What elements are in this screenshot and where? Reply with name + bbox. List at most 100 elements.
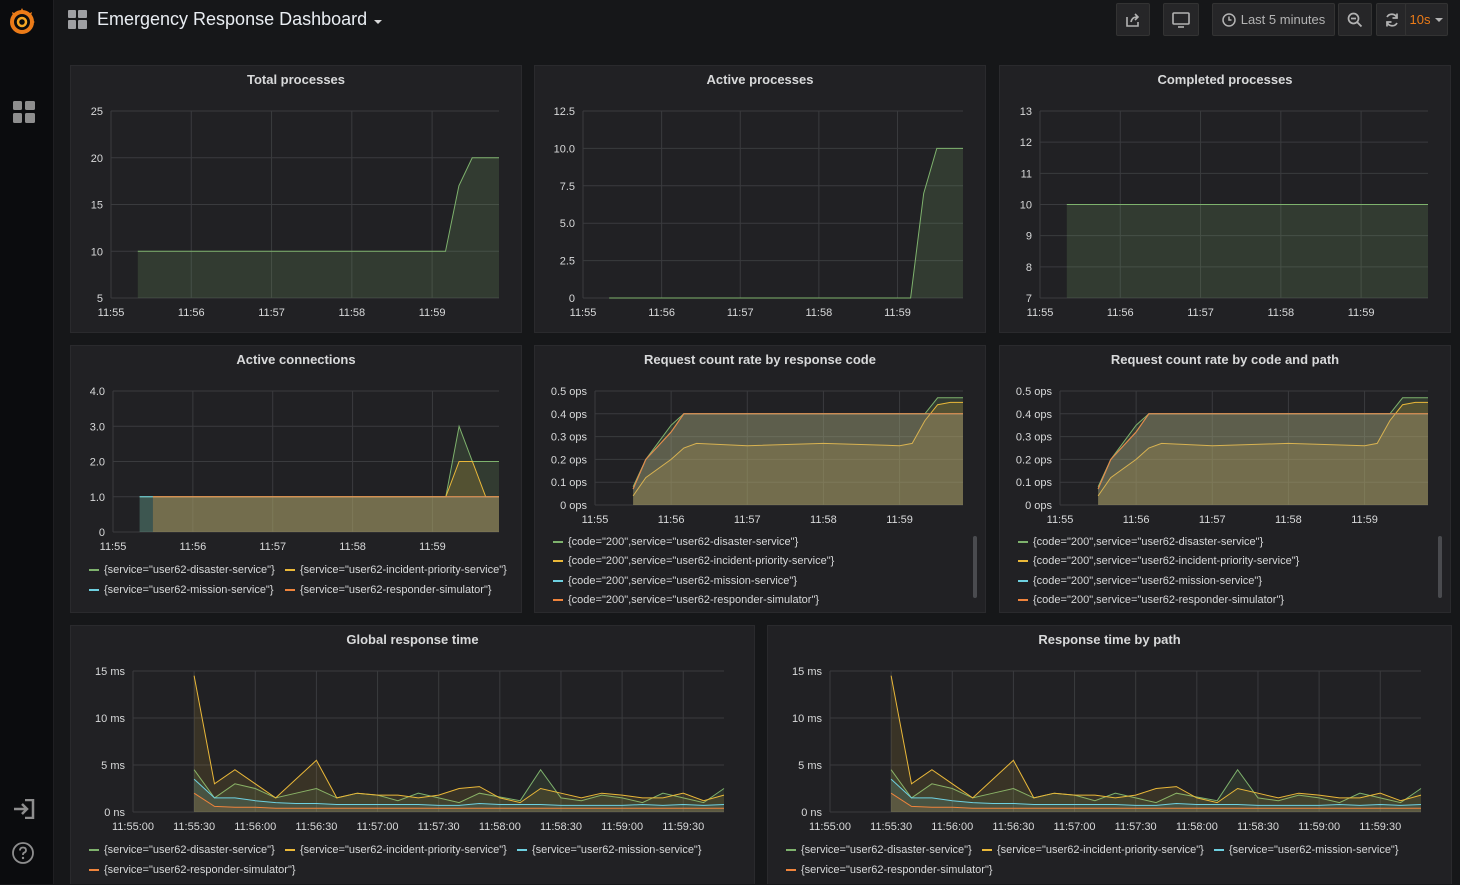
panel-total-processes: Total processes 5 10 15 20 25 11:55 11:56 11:57… (70, 65, 522, 333)
graph-global-response-time[interactable]: 0 ns 5 ms 10 ms 15 ms 11:55:00 11:55:30 11:56:… (71, 626, 756, 885)
x-tick-label: 11:58 (806, 307, 833, 319)
legend-item[interactable]: {code="200",service="user62-incident-pri… (553, 555, 834, 567)
panel-title[interactable]: Completed processes (1157, 72, 1293, 87)
x-tick-label: 11:55:00 (112, 821, 154, 833)
help-icon[interactable] (12, 842, 34, 864)
graph-legend[interactable]: {code="200",service="user62-disaster-ser… (535, 534, 975, 608)
y-tick-label: 5 (97, 293, 103, 305)
dashboards-grid-icon[interactable] (13, 101, 35, 123)
legend-scrollbar[interactable] (1438, 536, 1442, 598)
time-range-picker[interactable]: Last 5 minutes (1212, 3, 1335, 36)
legend-item[interactable]: {code="200",service="user62-responder-si… (553, 594, 819, 606)
legend-swatch (1214, 849, 1224, 851)
series-area (194, 675, 725, 812)
legend-item[interactable]: {service="user62-responder-simulator"} (786, 864, 993, 876)
x-tick-label: 11:58:00 (479, 821, 521, 833)
x-tick-label: 11:56 (1123, 514, 1150, 526)
graph-legend: {service="user62-disaster-service"} {ser… (71, 346, 523, 614)
x-tick-label: 11:55 (1047, 514, 1074, 526)
legend-item[interactable]: {service="user62-responder-simulator"} (89, 864, 296, 876)
panel-request-rate-by-path: Request count rate by code and path 0 op… (999, 345, 1451, 613)
zoom-out-button[interactable] (1338, 3, 1372, 36)
x-tick-label: 11:57:30 (1115, 821, 1157, 833)
x-tick-label: 11:55 (98, 307, 125, 319)
dashboard-picker[interactable]: Emergency Response Dashboard (68, 9, 383, 30)
y-tick-label: 1.0 (90, 492, 105, 504)
panel-title[interactable]: Request count rate by response code (644, 352, 876, 367)
panel-title[interactable]: Request count rate by code and path (1110, 352, 1340, 367)
legend-item[interactable]: {service="user62-incident-priority-servi… (285, 564, 507, 576)
x-tick-label: 11:56:30 (295, 821, 337, 833)
dashboards-grid-icon (68, 10, 87, 29)
share-button[interactable] (1116, 3, 1150, 36)
y-tick-label: 12 (1020, 137, 1032, 149)
panel-title[interactable]: Response time by path (1038, 632, 1181, 647)
graph-legend[interactable]: {code="200",service="user62-disaster-ser… (1000, 534, 1440, 608)
x-tick-label: 11:55 (582, 514, 609, 526)
legend-item[interactable]: {code="200",service="user62-incident-pri… (1018, 555, 1299, 567)
x-tick-label: 11:58:00 (1176, 821, 1218, 833)
graph-request-rate-by-code[interactable]: 0 ops 0.1 ops 0.2 ops 0.3 ops 0.4 ops 0.5 ops… (535, 346, 987, 614)
legend-item[interactable]: {service="user62-incident-priority-servi… (982, 844, 1204, 856)
graph-request-rate-by-path[interactable]: 0 ops 0.1 ops 0.2 ops 0.3 ops 0.4 ops 0.5 ops… (1000, 346, 1452, 614)
legend-item[interactable]: {service="user62-mission-service"} (1214, 844, 1399, 856)
page-title: Emergency Response Dashboard (97, 9, 368, 29)
legend-item[interactable]: {code="200",service="user62-disaster-ser… (1018, 536, 1263, 548)
legend-swatch (553, 599, 563, 601)
sign-in-icon[interactable] (13, 799, 35, 819)
y-tick-label: 0.1 ops (1016, 477, 1053, 489)
x-tick-label: 11:55:30 (870, 821, 912, 833)
panel-title[interactable]: Active connections (236, 352, 356, 367)
graph-active-connections[interactable]: 0 1.0 2.0 3.0 4.0 11:55 11:56 11:57 11:58 11:59 (71, 346, 523, 614)
x-tick-label: 11:56:00 (931, 821, 973, 833)
y-tick-label: 0 (569, 293, 575, 305)
legend-swatch (1018, 580, 1028, 582)
y-tick-label: 0.1 ops (551, 477, 588, 489)
legend-item[interactable]: {code="200",service="user62-disaster-ser… (553, 536, 798, 548)
legend-item[interactable]: {service="user62-incident-priority-servi… (285, 844, 507, 856)
legend-item[interactable]: {service="user62-disaster-service"} (89, 844, 275, 856)
series-area (1066, 204, 1428, 298)
graph-response-time-by-path[interactable]: 0 ns 5 ms 10 ms 15 ms 11:55:00 11:55:30 11:56:… (768, 626, 1453, 885)
y-tick-label: 3.0 (90, 421, 105, 433)
x-tick-label: 11:56 (1107, 307, 1134, 319)
series-area (891, 675, 1421, 812)
y-tick-label: 0.2 ops (551, 454, 588, 466)
y-tick-label: 5 ms (798, 760, 822, 772)
legend-swatch (786, 849, 796, 851)
legend-item[interactable]: {service="user62-mission-service"} (517, 844, 702, 856)
legend-swatch (89, 869, 99, 871)
graph-active-processes[interactable]: 0 2.5 5.0 7.5 10.0 12.5 11:55 11:56 11:57 11:58 11… (535, 66, 987, 334)
panel-title[interactable]: Global response time (346, 632, 479, 647)
share-icon (1126, 12, 1140, 27)
tv-mode-button[interactable] (1163, 3, 1199, 36)
y-tick-label: 10 ms (792, 713, 822, 725)
dashboard-navbar: Emergency Response Dashboard Last 5 minu… (53, 0, 1460, 46)
y-tick-label: 10 ms (95, 713, 125, 725)
refresh-interval-picker[interactable]: 10s (1405, 3, 1448, 36)
legend-item[interactable]: {code="200",service="user62-responder-si… (1018, 594, 1284, 606)
grafana-logo-icon[interactable] (7, 6, 37, 36)
panel-title[interactable]: Active processes (706, 72, 814, 87)
x-tick-label: 11:57 (727, 307, 754, 319)
legend-item[interactable]: {service="user62-mission-service"} (89, 584, 274, 596)
legend-scrollbar[interactable] (973, 536, 977, 598)
y-tick-label: 0 (99, 527, 105, 539)
x-tick-label: 11:56 (180, 541, 207, 553)
legend-item[interactable]: {service="user62-disaster-service"} (89, 564, 275, 576)
series-area (609, 148, 963, 298)
refresh-button[interactable] (1376, 3, 1408, 36)
legend-item[interactable]: {service="user62-disaster-service"} (786, 844, 972, 856)
graph-total-processes[interactable]: 5 10 15 20 25 11:55 11:56 11:57 11:58 11:59 (71, 66, 523, 334)
legend-item[interactable]: {code="200",service="user62-mission-serv… (1018, 575, 1262, 587)
y-tick-label: 8 (1026, 262, 1032, 274)
y-tick-label: 5.0 (560, 218, 575, 230)
panel-title[interactable]: Total processes (246, 72, 346, 87)
series-area (139, 496, 499, 532)
y-tick-label: 7.5 (560, 181, 575, 193)
legend-item[interactable]: {code="200",service="user62-mission-serv… (553, 575, 797, 587)
graph-completed-processes[interactable]: 7 8 9 10 11 12 13 11:55 11:56 11:57 11:58 11:59 (1000, 66, 1452, 334)
legend-item[interactable]: {service="user62-responder-simulator"} (285, 584, 492, 596)
x-tick-label: 11:59 (419, 307, 446, 319)
series-line (193, 792, 724, 809)
